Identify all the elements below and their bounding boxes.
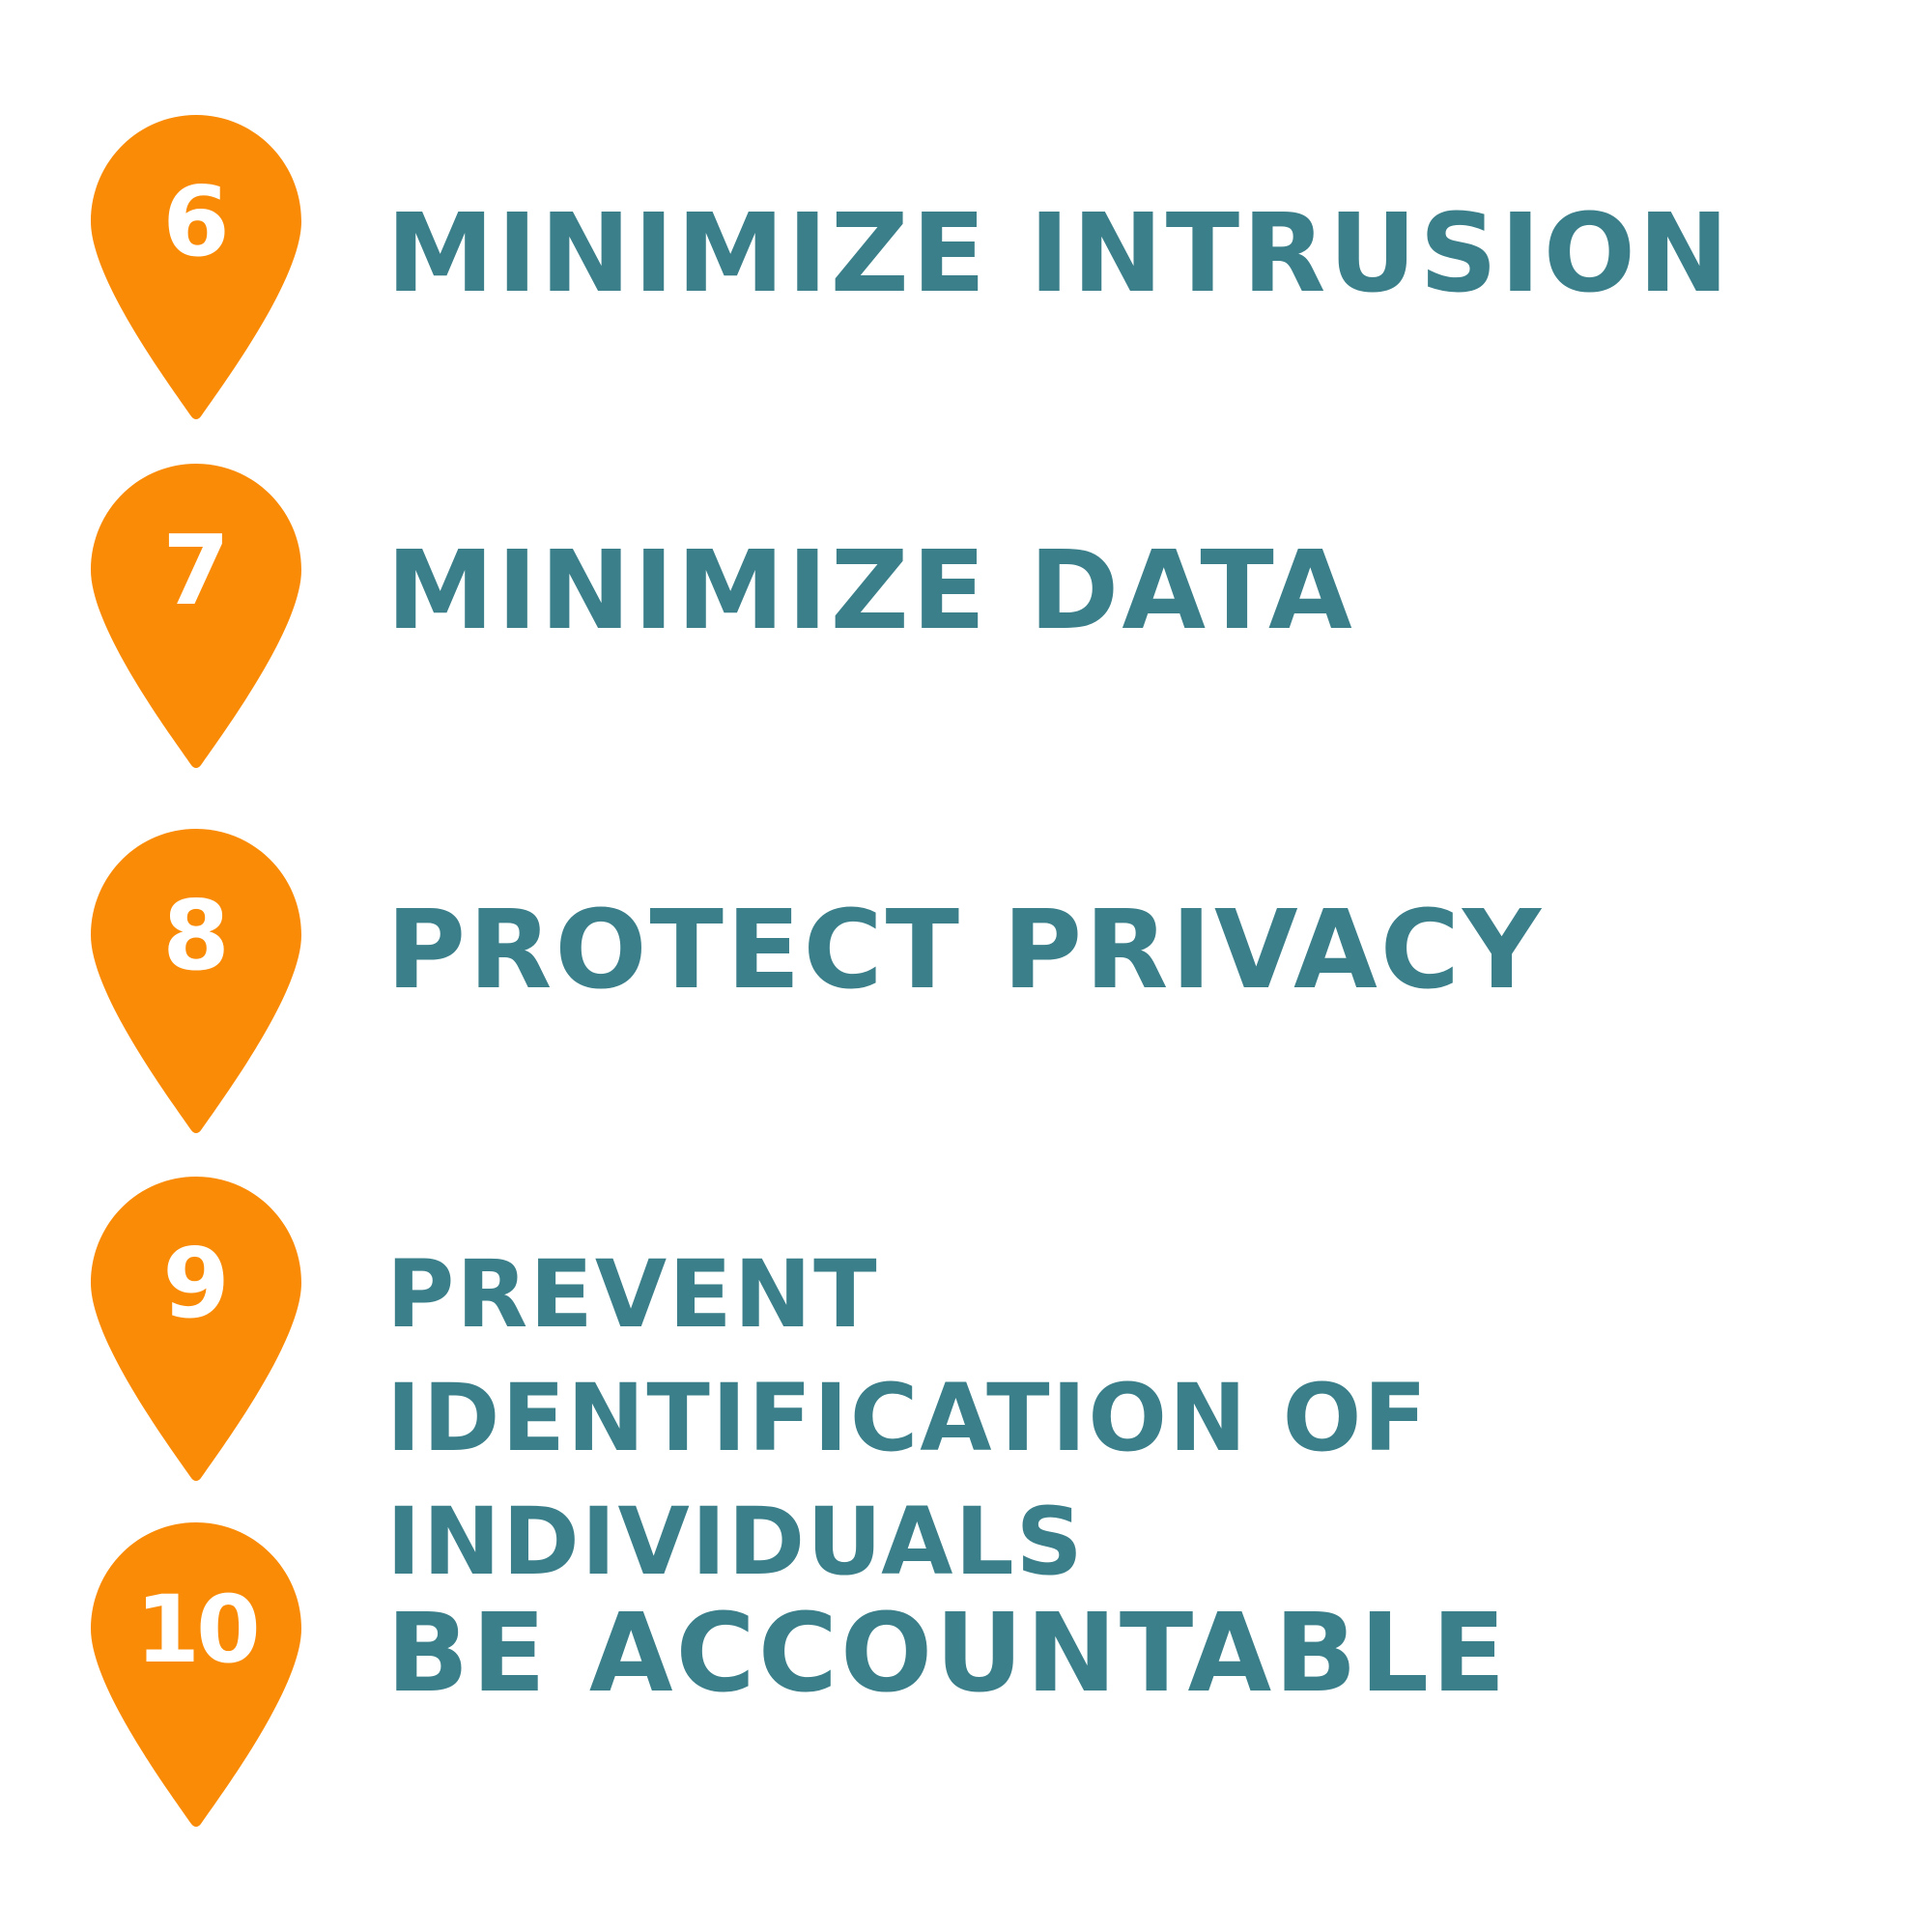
pin-number: 7 <box>162 514 230 627</box>
item-label: MINIMIZE DATA <box>386 528 1355 654</box>
pin-number: 10 <box>135 1576 261 1684</box>
map-pin-icon: 8 <box>87 827 305 1136</box>
map-pin-icon: 9 <box>87 1175 305 1484</box>
item-label: MINIMIZE INTRUSION <box>386 191 1732 317</box>
map-pin-icon: 6 <box>87 113 305 422</box>
item-label: PROTECT PRIVACY <box>386 888 1545 1013</box>
item-label: PREVENT IDENTIFICATION OF INDIVIDUALS <box>386 1240 1429 1596</box>
item-label: BE ACCOUNTABLE <box>386 1591 1509 1717</box>
pin-number: 9 <box>162 1227 230 1340</box>
pin-number: 6 <box>162 165 230 278</box>
map-pin-icon: 7 <box>87 462 305 771</box>
map-pin-icon: 10 <box>87 1520 305 1830</box>
pin-number: 8 <box>162 879 230 992</box>
